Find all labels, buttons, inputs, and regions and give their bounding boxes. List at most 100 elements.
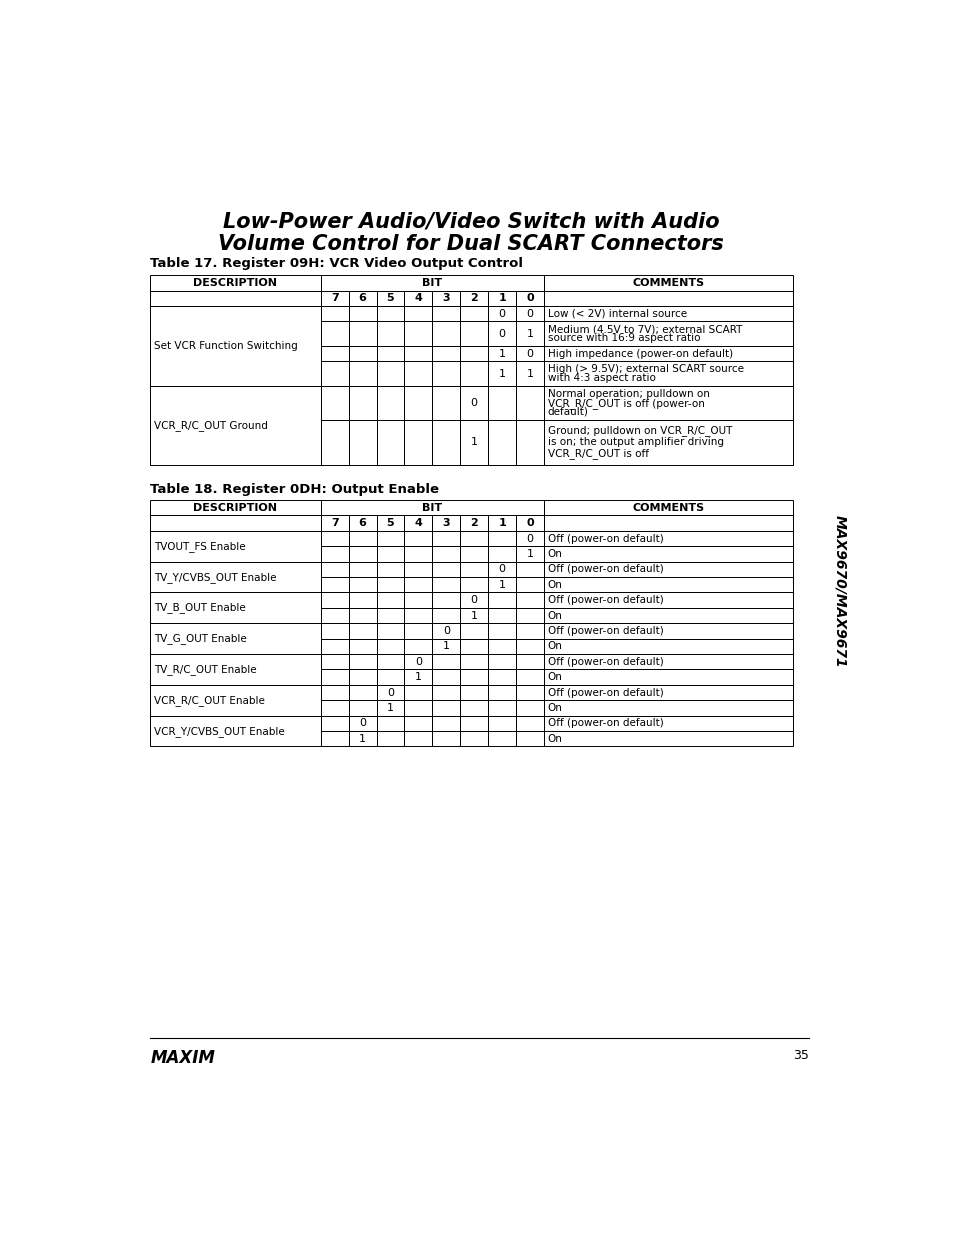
Bar (516, 716, 543, 731)
Bar (543, 515, 793, 531)
Bar (543, 275, 793, 290)
Bar (516, 346, 543, 362)
Text: 1: 1 (498, 579, 505, 590)
Text: MAXIM: MAXIM (150, 1049, 214, 1067)
Bar (459, 515, 488, 531)
Bar (376, 362, 404, 387)
Bar (348, 290, 376, 306)
Bar (488, 655, 516, 669)
Bar (488, 321, 516, 346)
Bar (459, 290, 488, 306)
Text: 0: 0 (442, 626, 449, 636)
Bar (150, 624, 320, 655)
Text: 0: 0 (387, 688, 394, 698)
Text: 1: 1 (498, 348, 505, 359)
Bar (543, 593, 793, 608)
Bar (432, 731, 459, 746)
Bar (432, 387, 459, 420)
Bar (150, 306, 320, 387)
Bar (488, 531, 516, 546)
Text: 1: 1 (526, 550, 533, 559)
Text: source with 16:9 aspect ratio: source with 16:9 aspect ratio (547, 333, 700, 343)
Bar (488, 608, 516, 624)
Bar (348, 546, 376, 562)
Bar (488, 577, 516, 593)
Bar (516, 685, 543, 700)
Bar (348, 638, 376, 655)
Bar (543, 387, 793, 420)
Bar (459, 608, 488, 624)
Bar (404, 593, 432, 608)
Bar (543, 700, 793, 716)
Text: VCR_R/C_OUT Ground: VCR_R/C_OUT Ground (154, 420, 268, 431)
Bar (488, 669, 516, 685)
Bar (150, 593, 320, 624)
Text: 5: 5 (386, 294, 394, 304)
Bar (543, 577, 793, 593)
Bar (376, 700, 404, 716)
Bar (150, 655, 320, 685)
Text: 2: 2 (470, 294, 477, 304)
Bar (150, 716, 320, 746)
Bar (376, 593, 404, 608)
Text: Low (< 2V) internal source: Low (< 2V) internal source (547, 309, 686, 319)
Text: is on; the output amplifier driving: is on; the output amplifier driving (547, 437, 723, 447)
Bar (348, 624, 376, 638)
Bar (459, 624, 488, 638)
Bar (432, 362, 459, 387)
Bar (488, 731, 516, 746)
Bar (348, 593, 376, 608)
Bar (150, 562, 320, 593)
Bar (320, 638, 348, 655)
Text: 0: 0 (526, 294, 534, 304)
Bar (404, 731, 432, 746)
Bar (459, 655, 488, 669)
Bar (459, 638, 488, 655)
Bar (320, 624, 348, 638)
Bar (459, 593, 488, 608)
Bar (404, 655, 432, 669)
Bar (404, 546, 432, 562)
Text: 0: 0 (526, 348, 533, 359)
Bar (376, 306, 404, 321)
Bar (516, 577, 543, 593)
Bar (488, 624, 516, 638)
Bar (543, 716, 793, 731)
Text: Off (power-on default): Off (power-on default) (547, 595, 663, 605)
Bar (543, 321, 793, 346)
Bar (348, 655, 376, 669)
Bar (488, 685, 516, 700)
Text: 1: 1 (526, 329, 533, 338)
Bar (432, 562, 459, 577)
Text: VCR_R/C_OUT Enable: VCR_R/C_OUT Enable (154, 695, 265, 705)
Bar (432, 669, 459, 685)
Text: BIT: BIT (422, 503, 442, 513)
Bar (404, 321, 432, 346)
Bar (320, 346, 348, 362)
Bar (488, 593, 516, 608)
Text: 1: 1 (442, 641, 449, 651)
Text: default): default) (547, 406, 588, 416)
Bar (404, 387, 432, 420)
Bar (516, 306, 543, 321)
Text: Table 17. Register 09H: VCR Video Output Control: Table 17. Register 09H: VCR Video Output… (150, 257, 522, 270)
Bar (376, 577, 404, 593)
Bar (543, 546, 793, 562)
Bar (348, 685, 376, 700)
Bar (348, 731, 376, 746)
Bar (404, 515, 432, 531)
Bar (376, 321, 404, 346)
Text: Medium (4.5V to 7V); external SCART: Medium (4.5V to 7V); external SCART (547, 324, 741, 335)
Text: 0: 0 (470, 398, 477, 408)
Bar (348, 306, 376, 321)
Text: TV_Y/CVBS_OUT Enable: TV_Y/CVBS_OUT Enable (154, 572, 276, 583)
Text: 1: 1 (497, 519, 505, 529)
Text: On: On (547, 672, 562, 682)
Bar (543, 655, 793, 669)
Text: TV_G_OUT Enable: TV_G_OUT Enable (154, 634, 247, 645)
Bar (488, 346, 516, 362)
Bar (150, 531, 320, 562)
Bar (543, 420, 793, 464)
Text: 1: 1 (470, 610, 477, 621)
Bar (432, 638, 459, 655)
